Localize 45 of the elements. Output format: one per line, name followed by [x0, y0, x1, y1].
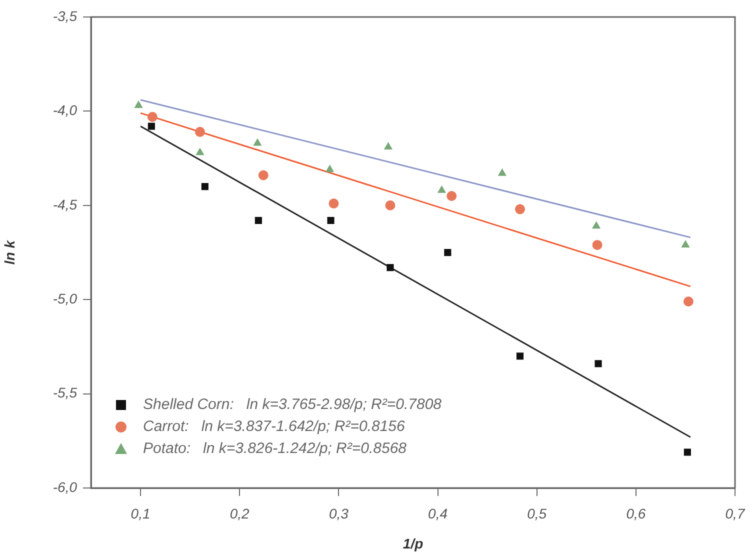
y-tick-label: -5,5: [52, 384, 78, 401]
y-axis-title: ln k: [1, 239, 18, 265]
point: [196, 148, 204, 156]
x-tick-label: 0,3: [328, 505, 349, 522]
point: [592, 221, 601, 229]
point: [327, 216, 334, 224]
point: [437, 185, 446, 193]
y-tick-label: -4,0: [52, 102, 78, 118]
point: [683, 296, 694, 306]
x-tick-label: 0,5: [527, 505, 547, 522]
point: [201, 183, 208, 190]
y-tick-label: -6,0: [52, 478, 78, 495]
point: [325, 164, 334, 172]
x-axis-title: 1/p: [402, 535, 424, 552]
point: [594, 360, 602, 368]
x-tick-label: 0,6: [626, 505, 646, 522]
y-tick-label: -4,5: [52, 196, 78, 212]
point: [386, 264, 394, 272]
point: [684, 448, 691, 456]
point: [384, 142, 393, 150]
y-tick-label: -3,5: [52, 8, 78, 24]
point: [194, 126, 205, 137]
point: [385, 200, 396, 210]
x-tick-label: 0,2: [230, 505, 250, 522]
point: [328, 198, 339, 209]
x-tick-label: 0,1: [130, 505, 150, 522]
legend-label: Carrot: ln k=3.837-1.642/p; R²=0.8156: [143, 418, 406, 436]
point: [148, 122, 155, 130]
x-tick-label: 0,4: [428, 505, 448, 522]
point: [592, 240, 602, 250]
point: [147, 112, 158, 122]
point: [516, 352, 524, 360]
point: [498, 168, 506, 176]
x-tick-label: 0,7: [725, 505, 746, 522]
point: [254, 216, 262, 224]
legend-label: Potato: ln k=3.826-1.242/p; R²=0.8568: [143, 440, 408, 458]
legend-label: Shelled Corn: ln k=3.765-2.98/p; R²=0.7808: [143, 396, 442, 414]
point: [253, 138, 262, 146]
point: [444, 248, 452, 256]
y-tick-label: -5,0: [52, 290, 78, 306]
point: [258, 170, 268, 180]
point: [134, 100, 143, 108]
point: [515, 204, 526, 214]
point: [446, 190, 457, 201]
point: [681, 240, 690, 248]
